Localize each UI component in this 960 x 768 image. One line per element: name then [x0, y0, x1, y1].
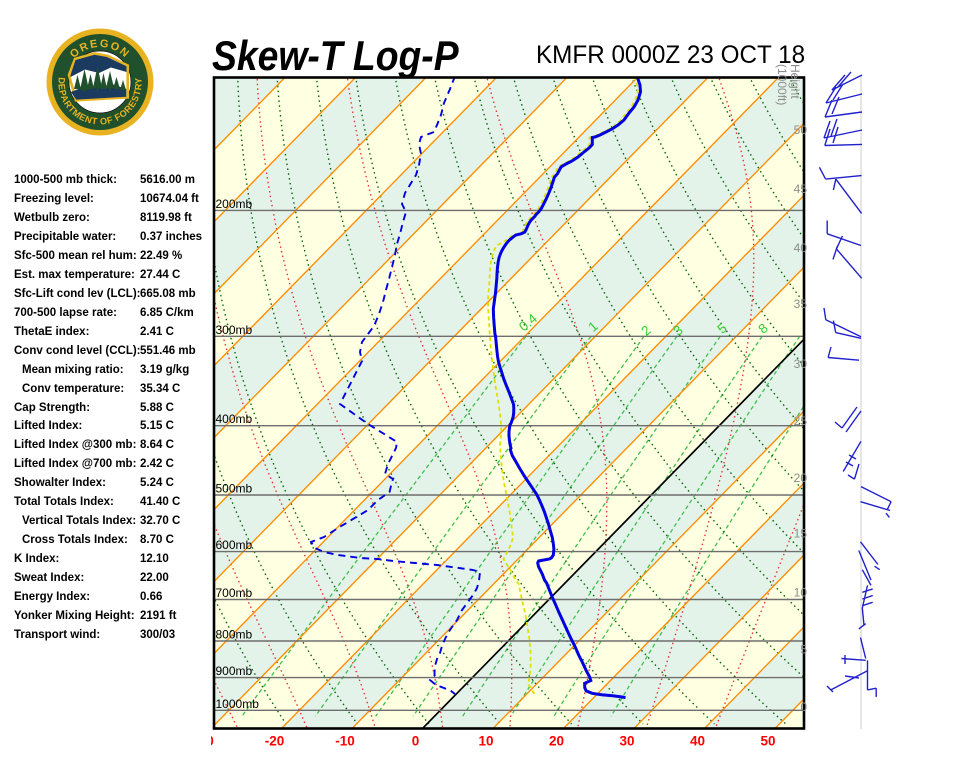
- svg-text:500mb: 500mb: [216, 482, 253, 496]
- svg-text:1000mb: 1000mb: [216, 697, 260, 711]
- svg-text:45: 45: [794, 182, 808, 196]
- svg-text:Height: Height: [788, 64, 802, 99]
- svg-text:5: 5: [800, 643, 807, 657]
- svg-text:40: 40: [794, 241, 808, 255]
- svg-text:800mb: 800mb: [216, 628, 253, 642]
- svg-text:300mb: 300mb: [216, 323, 253, 337]
- svg-text:15: 15: [794, 527, 808, 541]
- svg-text:700mb: 700mb: [216, 586, 253, 600]
- svg-text:-30: -30: [194, 734, 214, 749]
- svg-text:0: 0: [412, 734, 420, 749]
- svg-text:(1000ft): (1000ft): [775, 64, 789, 105]
- svg-text:50: 50: [794, 123, 808, 137]
- svg-text:-10: -10: [335, 734, 355, 749]
- svg-text:50: 50: [760, 734, 775, 749]
- svg-text:10: 10: [794, 585, 808, 599]
- svg-text:30: 30: [794, 357, 808, 371]
- svg-text:400mb: 400mb: [216, 412, 253, 426]
- svg-text:200mb: 200mb: [216, 197, 253, 211]
- svg-text:35: 35: [794, 297, 808, 311]
- svg-text:-20: -20: [265, 734, 285, 749]
- svg-text:20: 20: [549, 734, 564, 749]
- svg-text:25: 25: [794, 414, 808, 428]
- svg-text:900mb: 900mb: [216, 664, 253, 678]
- svg-text:10: 10: [478, 734, 493, 749]
- svg-text:0: 0: [800, 700, 807, 714]
- svg-text:600mb: 600mb: [216, 538, 253, 552]
- svg-text:30: 30: [619, 734, 634, 749]
- svg-text:20: 20: [794, 471, 808, 485]
- svg-text:40: 40: [690, 734, 705, 749]
